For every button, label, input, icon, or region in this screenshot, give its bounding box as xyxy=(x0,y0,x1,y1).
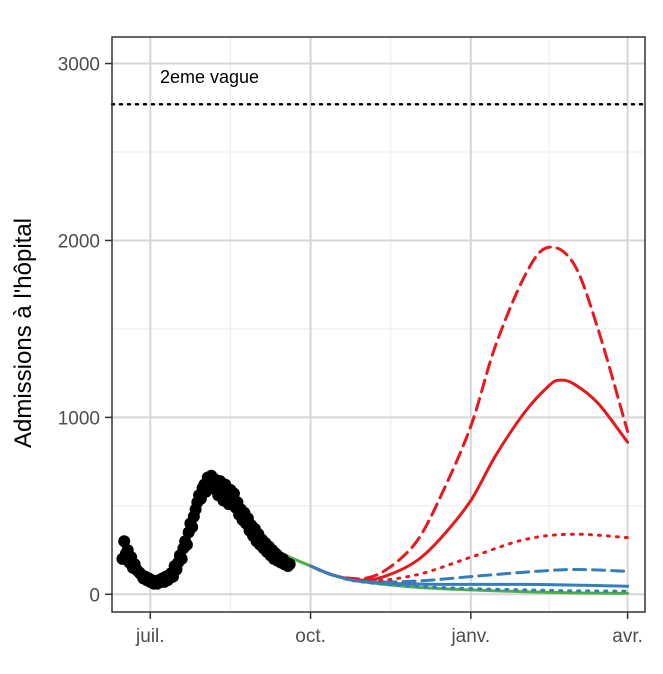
x-tick-label: avr. xyxy=(612,626,643,647)
y-axis-title: Admissions à l'hôpital xyxy=(10,218,37,448)
observed-point xyxy=(180,538,193,551)
scenario-line-2 xyxy=(309,245,630,581)
y-axis-ticks: 0 1000 2000 3000 xyxy=(58,55,112,606)
x-axis-ticks: juil. oct. janv. avr. xyxy=(135,612,643,647)
y-tick-label: 2000 xyxy=(58,231,100,252)
major-gridlines xyxy=(112,37,645,612)
plot-border xyxy=(111,36,646,613)
y-tick-label: 1000 xyxy=(58,408,100,429)
y-tick-label: 3000 xyxy=(58,55,100,76)
observed-points xyxy=(116,469,296,590)
observed-point xyxy=(186,521,199,534)
plot-panel xyxy=(112,37,645,612)
y-tick-label: 0 xyxy=(89,585,100,606)
observed-point xyxy=(283,558,296,571)
x-tick-label: janv. xyxy=(450,626,490,647)
scenario-lines xyxy=(190,245,630,595)
x-tick-label: oct. xyxy=(295,626,326,647)
scenario-line-3 xyxy=(309,378,630,582)
observed-point xyxy=(175,552,188,565)
x-tick-label: juil. xyxy=(135,626,165,647)
scenario-line-7 xyxy=(309,564,630,593)
reference-line-label: 2eme vague xyxy=(160,67,259,87)
